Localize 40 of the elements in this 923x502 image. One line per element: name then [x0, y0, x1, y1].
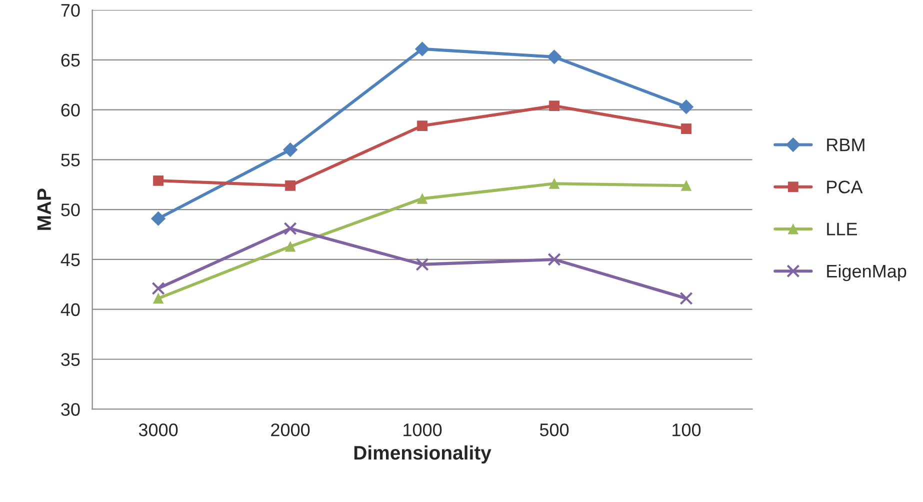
- point: [679, 100, 694, 114]
- legend-label: EigenMap: [827, 264, 906, 282]
- point: [285, 180, 296, 191]
- x-tick-label: 1000: [404, 423, 442, 436]
- y-tick-label: 45: [60, 254, 80, 266]
- point: [415, 42, 430, 56]
- point: [549, 178, 560, 189]
- y-tick-label: 55: [61, 154, 80, 166]
- x-tick-label: 2000: [271, 423, 310, 436]
- y-tick-label: 60: [61, 104, 80, 117]
- y-tick-label: 40: [60, 303, 80, 316]
- point: [680, 292, 693, 305]
- point: [681, 180, 692, 191]
- y-tick-label: 65: [61, 54, 80, 67]
- y-tick-label: 30: [61, 403, 80, 416]
- x-tick-label: 3000: [138, 423, 178, 436]
- point: [153, 175, 164, 186]
- legend-label: LLE: [827, 222, 857, 236]
- point: [285, 241, 296, 252]
- y-tick-label: 50: [61, 204, 80, 216]
- x-tick-label: 500: [540, 423, 569, 436]
- point: [549, 100, 560, 112]
- point: [681, 124, 692, 134]
- point: [548, 252, 561, 266]
- point: [284, 222, 297, 236]
- point: [417, 193, 428, 204]
- point: [151, 211, 166, 226]
- point: [152, 282, 165, 296]
- y-tick-label: 70: [61, 4, 80, 17]
- y-tick-label: 35: [61, 353, 80, 366]
- legend-label: RBM: [827, 138, 864, 152]
- point: [416, 258, 429, 272]
- y-axis-title: MAP: [37, 188, 51, 230]
- x-tick-label: 100: [672, 423, 701, 436]
- point: [547, 50, 562, 64]
- point: [283, 142, 298, 157]
- x-axis-title: Dimensionality: [354, 445, 492, 464]
- point: [153, 293, 164, 304]
- point: [417, 120, 428, 131]
- legend-label: PCA: [827, 180, 863, 194]
